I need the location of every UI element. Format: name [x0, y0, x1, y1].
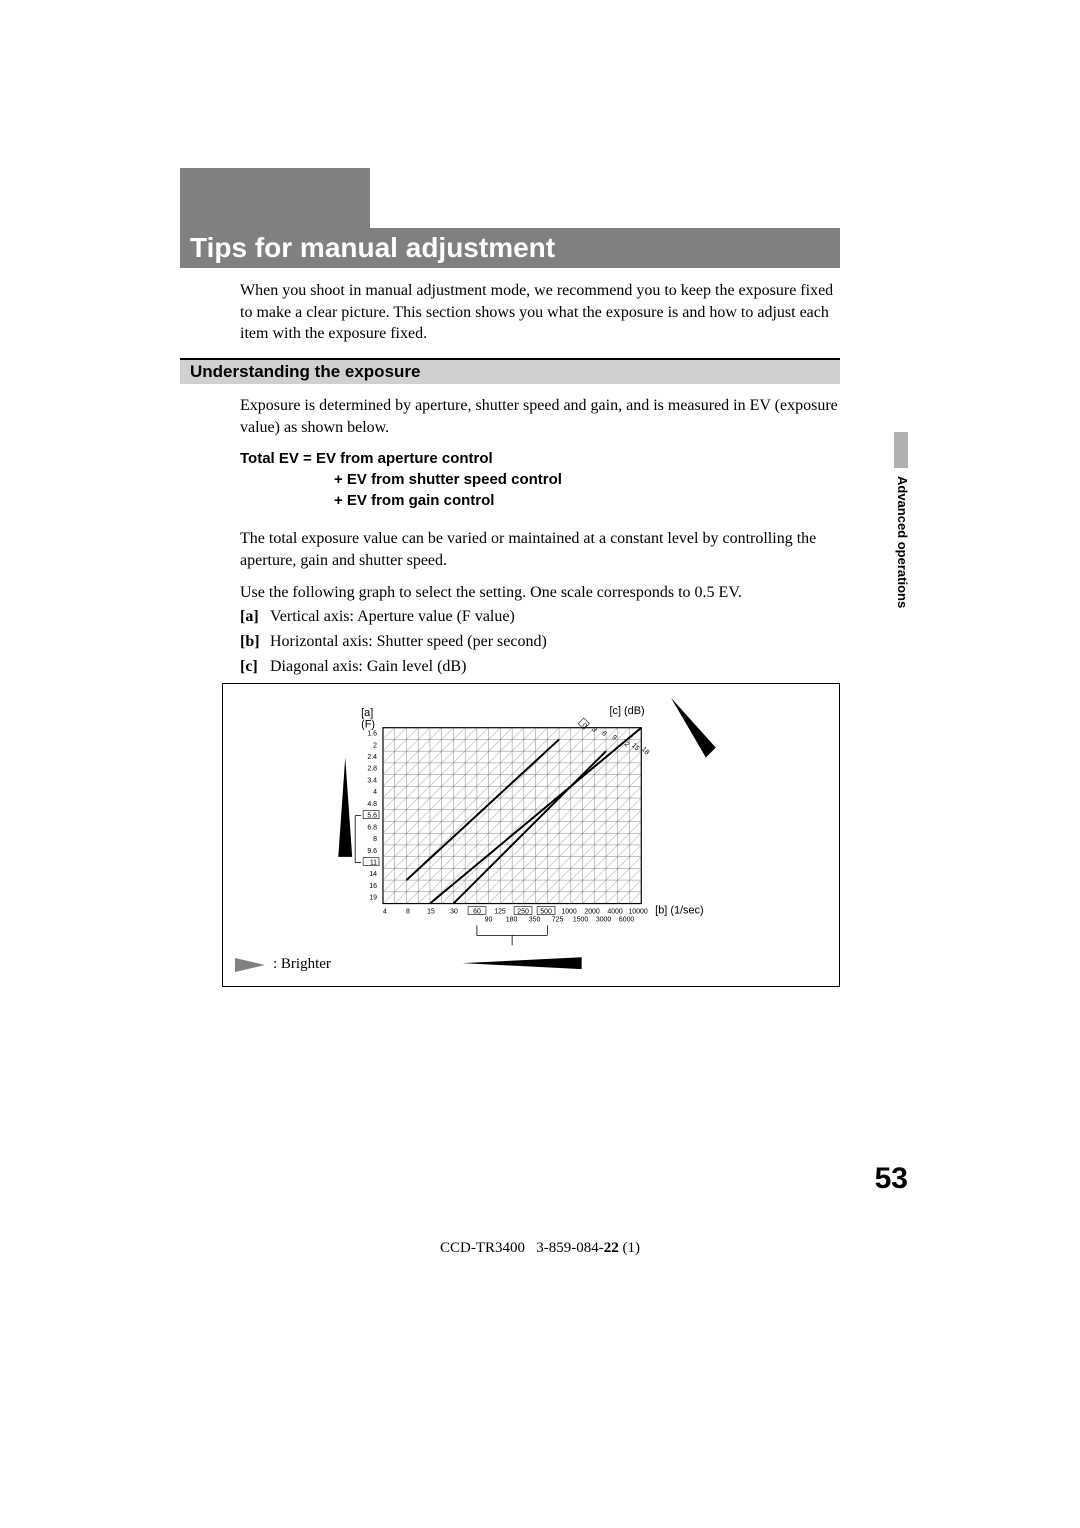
intro-paragraph: When you shoot in manual adjustment mode… [240, 280, 840, 345]
svg-text:[c] (dB): [c] (dB) [609, 705, 644, 717]
svg-text:2000: 2000 [584, 908, 600, 915]
paragraph-total-ev: The total exposure value can be varied o… [240, 528, 840, 571]
side-tab-marker [894, 432, 908, 468]
svg-text:4000: 4000 [607, 908, 623, 915]
svg-text:125: 125 [494, 908, 506, 915]
svg-text:9.6: 9.6 [367, 848, 377, 855]
formula-line-1: Total EV = EV from aperture control [240, 448, 562, 469]
section-heading: Understanding the exposure [190, 362, 420, 382]
brighter-legend: : Brighter [235, 956, 331, 973]
svg-text:3.4: 3.4 [367, 777, 377, 784]
svg-text:4.8: 4.8 [367, 801, 377, 808]
svg-text:725: 725 [552, 916, 564, 923]
svg-text:19: 19 [369, 895, 377, 902]
svg-text:2.4: 2.4 [367, 754, 377, 761]
svg-text:(F): (F) [361, 719, 375, 731]
svg-text:6: 6 [600, 730, 608, 738]
svg-text:4: 4 [383, 908, 387, 915]
footer: CCD-TR3400 3-859-084-22 (1) [0, 1240, 1080, 1257]
axis-a: [a]Vertical axis: Aperture value (F valu… [240, 605, 547, 630]
svg-text:[a]: [a] [361, 707, 373, 719]
svg-text:8: 8 [406, 908, 410, 915]
formula-line-2: + EV from shutter speed control [334, 469, 562, 490]
section-heading-bar: Understanding the exposure [180, 358, 840, 384]
svg-text:2: 2 [373, 742, 377, 749]
exposure-chart: 1.622.42.83.444.85.66.889.611141619[a](F… [222, 683, 840, 987]
svg-text:[b] (1/sec): [b] (1/sec) [655, 904, 704, 916]
ev-formula: Total EV = EV from aperture control + EV… [240, 448, 562, 511]
formula-line-3: + EV from gain control [334, 490, 562, 511]
brighter-label: : Brighter [273, 956, 331, 973]
svg-text:1500: 1500 [573, 916, 589, 923]
svg-text:3000: 3000 [596, 916, 612, 923]
svg-text:16: 16 [369, 883, 377, 890]
page-number: 53 [875, 1162, 908, 1196]
svg-text:4: 4 [373, 789, 377, 796]
svg-text:15: 15 [427, 908, 435, 915]
svg-text:6000: 6000 [619, 916, 635, 923]
svg-text:30: 30 [450, 908, 458, 915]
svg-text:14: 14 [369, 871, 377, 878]
svg-text:2.8: 2.8 [367, 766, 377, 773]
paragraph-exposure-def: Exposure is determined by aperture, shut… [240, 395, 840, 438]
svg-text:350: 350 [529, 916, 541, 923]
exposure-chart-svg: 1.622.42.83.444.85.66.889.611141619[a](F… [223, 684, 839, 986]
brighter-arrow-icon [235, 958, 265, 972]
paragraph-graph-intro: Use the following graph to select the se… [240, 582, 840, 604]
svg-text:10000: 10000 [628, 908, 647, 915]
footer-model: CCD-TR3400 [440, 1240, 525, 1256]
svg-text:180: 180 [506, 916, 518, 923]
footer-code-bold: 22 [604, 1240, 619, 1256]
side-section-name: Advanced operations [895, 476, 910, 608]
page-title: Tips for manual adjustment [190, 232, 555, 264]
svg-text:1000: 1000 [561, 908, 577, 915]
svg-text:1.6: 1.6 [367, 731, 377, 738]
footer-code-post: (1) [619, 1240, 640, 1256]
header-grey-block [180, 168, 370, 228]
footer-code-pre: 3-859-084- [536, 1240, 604, 1256]
axis-c: [c]Diagonal axis: Gain level (dB) [240, 655, 547, 680]
axis-b: [b]Horizontal axis: Shutter speed (per s… [240, 630, 547, 655]
axis-legend-list: [a]Vertical axis: Aperture value (F valu… [240, 605, 547, 679]
svg-text:90: 90 [485, 916, 493, 923]
svg-text:6.8: 6.8 [367, 824, 377, 831]
svg-text:8: 8 [373, 836, 377, 843]
page-title-bar: Tips for manual adjustment [180, 228, 840, 268]
